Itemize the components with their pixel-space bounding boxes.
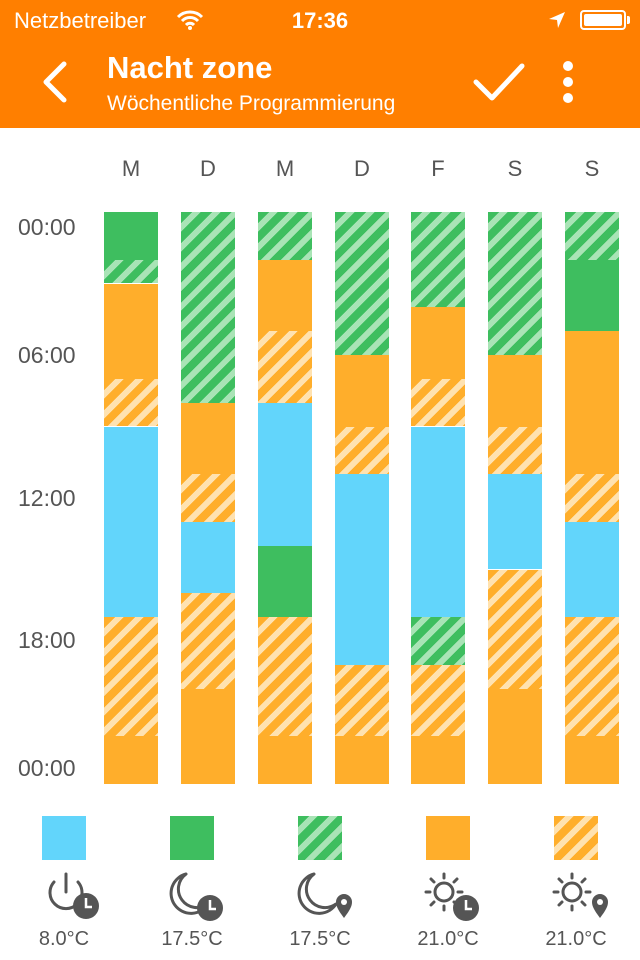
schedule-segment-orange[interactable] bbox=[565, 331, 619, 475]
day-column-5[interactable] bbox=[411, 212, 465, 784]
power-clock-icon bbox=[48, 872, 99, 919]
schedule-segment-ohatch[interactable] bbox=[335, 426, 389, 475]
time-label-1200: 12:00 bbox=[18, 485, 76, 511]
clock: 17:36 bbox=[291, 8, 349, 33]
schedule-segment-orange[interactable] bbox=[104, 736, 158, 784]
app-bar: Netzbetreiber 17:36 Nacht zone Wöchentli… bbox=[0, 0, 640, 128]
schedule-segment-ohatch[interactable] bbox=[488, 569, 542, 689]
chevron-left-icon[interactable] bbox=[36, 58, 76, 106]
schedule-segment-blue[interactable] bbox=[258, 402, 312, 546]
schedule-segment-blue[interactable] bbox=[411, 426, 465, 618]
legend-value-4: 21.0°C bbox=[417, 928, 479, 950]
schedule-segment-ohatch[interactable] bbox=[181, 593, 235, 689]
schedule-segment-orange[interactable] bbox=[488, 355, 542, 427]
schedule-segment-orange[interactable] bbox=[488, 688, 542, 784]
carrier-label: Netzbetreiber bbox=[14, 8, 147, 33]
schedule-segment-blue[interactable] bbox=[488, 474, 542, 570]
day-label-1: M bbox=[121, 156, 141, 181]
day-column-2[interactable] bbox=[181, 212, 235, 784]
legend-value-3: 17.5°C bbox=[289, 928, 351, 950]
status-bar: Netzbetreiber 17:36 bbox=[0, 0, 640, 40]
time-label-0000: 00:00 bbox=[18, 214, 76, 240]
schedule-segment-ohatch[interactable] bbox=[565, 474, 619, 522]
legend-value-5: 21.0°C bbox=[545, 928, 607, 950]
sun-clock-icon bbox=[424, 872, 479, 921]
legend: 8.0°C 17.5°C 17.5°C 21.0°C bbox=[0, 800, 640, 960]
schedule-segment-ohatch[interactable] bbox=[335, 664, 389, 737]
day-column-1[interactable] bbox=[104, 212, 158, 784]
time-label-1800: 18:00 bbox=[18, 627, 76, 653]
legend-value-1: 8.0°C bbox=[38, 928, 90, 950]
day-column-6[interactable] bbox=[488, 212, 542, 784]
schedule-segment-ghatch[interactable] bbox=[104, 259, 158, 284]
day-label-3: M bbox=[275, 156, 295, 181]
battery-tip bbox=[627, 16, 630, 24]
schedule-segment-ghatch[interactable] bbox=[411, 212, 465, 308]
schedule-segment-ohatch[interactable] bbox=[258, 331, 312, 403]
moon-clock-icon bbox=[169, 872, 223, 921]
legend-swatch-orange bbox=[426, 816, 470, 860]
schedule-segment-ohatch[interactable] bbox=[488, 426, 542, 475]
schedule-segment-orange[interactable] bbox=[565, 736, 619, 784]
more-vertical-icon[interactable] bbox=[556, 58, 580, 106]
schedule-segment-ohatch[interactable] bbox=[565, 617, 619, 737]
page-title: Nacht zone bbox=[107, 50, 273, 85]
legend-value-2: 17.5°C bbox=[161, 928, 223, 950]
schedule-segment-ghatch[interactable] bbox=[488, 212, 542, 355]
time-label-0600: 06:00 bbox=[18, 342, 76, 368]
page-subtitle: Wöchentliche Programmierung bbox=[107, 92, 396, 115]
schedule-segment-green[interactable] bbox=[565, 259, 619, 332]
schedule-segment-ghatch[interactable] bbox=[411, 617, 465, 665]
schedule-segment-blue[interactable] bbox=[104, 426, 158, 618]
schedule-segment-orange[interactable] bbox=[411, 307, 465, 379]
moon-location-icon bbox=[297, 872, 352, 918]
schedule-segment-green[interactable] bbox=[104, 212, 158, 260]
schedule-segment-orange[interactable] bbox=[181, 688, 235, 784]
schedule-segment-ohatch[interactable] bbox=[104, 378, 158, 427]
schedule-segment-orange[interactable] bbox=[181, 402, 235, 475]
schedule-segment-orange[interactable] bbox=[335, 736, 389, 784]
schedule-segment-blue[interactable] bbox=[335, 474, 389, 665]
check-icon[interactable] bbox=[470, 58, 526, 106]
legend-swatch-blue bbox=[42, 816, 86, 860]
schedule-segment-ohatch[interactable] bbox=[104, 617, 158, 737]
day-column-3[interactable] bbox=[258, 212, 312, 784]
schedule-segment-blue[interactable] bbox=[181, 521, 235, 594]
schedule-segment-ohatch[interactable] bbox=[411, 664, 465, 737]
day-label-5: F bbox=[431, 156, 445, 181]
wifi-icon bbox=[176, 10, 204, 30]
schedule-segment-orange[interactable] bbox=[411, 736, 465, 784]
battery-icon bbox=[580, 10, 626, 30]
schedule-segment-ghatch[interactable] bbox=[181, 212, 235, 403]
schedule-segment-ghatch[interactable] bbox=[335, 212, 389, 355]
day-label-4: D bbox=[354, 156, 370, 181]
location-arrow-icon bbox=[549, 12, 565, 28]
weekly-schedule: M D M D F S S 00:00 06:00 12:00 18:00 00… bbox=[0, 128, 640, 788]
schedule-segment-ohatch[interactable] bbox=[411, 378, 465, 427]
schedule-segment-green[interactable] bbox=[258, 545, 312, 618]
time-label-2400: 00:00 bbox=[18, 755, 76, 781]
day-column-4[interactable] bbox=[335, 212, 389, 784]
legend-swatch-green bbox=[170, 816, 214, 860]
schedule-segment-ohatch[interactable] bbox=[181, 474, 235, 522]
schedule-segment-ghatch[interactable] bbox=[565, 212, 619, 260]
day-label-7: S bbox=[584, 156, 600, 181]
schedule-segment-orange[interactable] bbox=[258, 736, 312, 784]
sun-location-icon bbox=[552, 872, 608, 918]
schedule-segment-ghatch[interactable] bbox=[258, 212, 312, 260]
legend-swatch-orange-hatched bbox=[554, 816, 598, 860]
schedule-segment-blue[interactable] bbox=[565, 521, 619, 618]
schedule-segment-orange[interactable] bbox=[335, 355, 389, 427]
day-label-6: S bbox=[507, 156, 523, 181]
schedule-segment-ohatch[interactable] bbox=[258, 617, 312, 737]
day-column-7[interactable] bbox=[565, 212, 619, 784]
legend-swatch-green-hatched bbox=[298, 816, 342, 860]
schedule-segment-orange[interactable] bbox=[104, 283, 158, 379]
schedule-segment-orange[interactable] bbox=[258, 259, 312, 332]
day-label-2: D bbox=[200, 156, 216, 181]
